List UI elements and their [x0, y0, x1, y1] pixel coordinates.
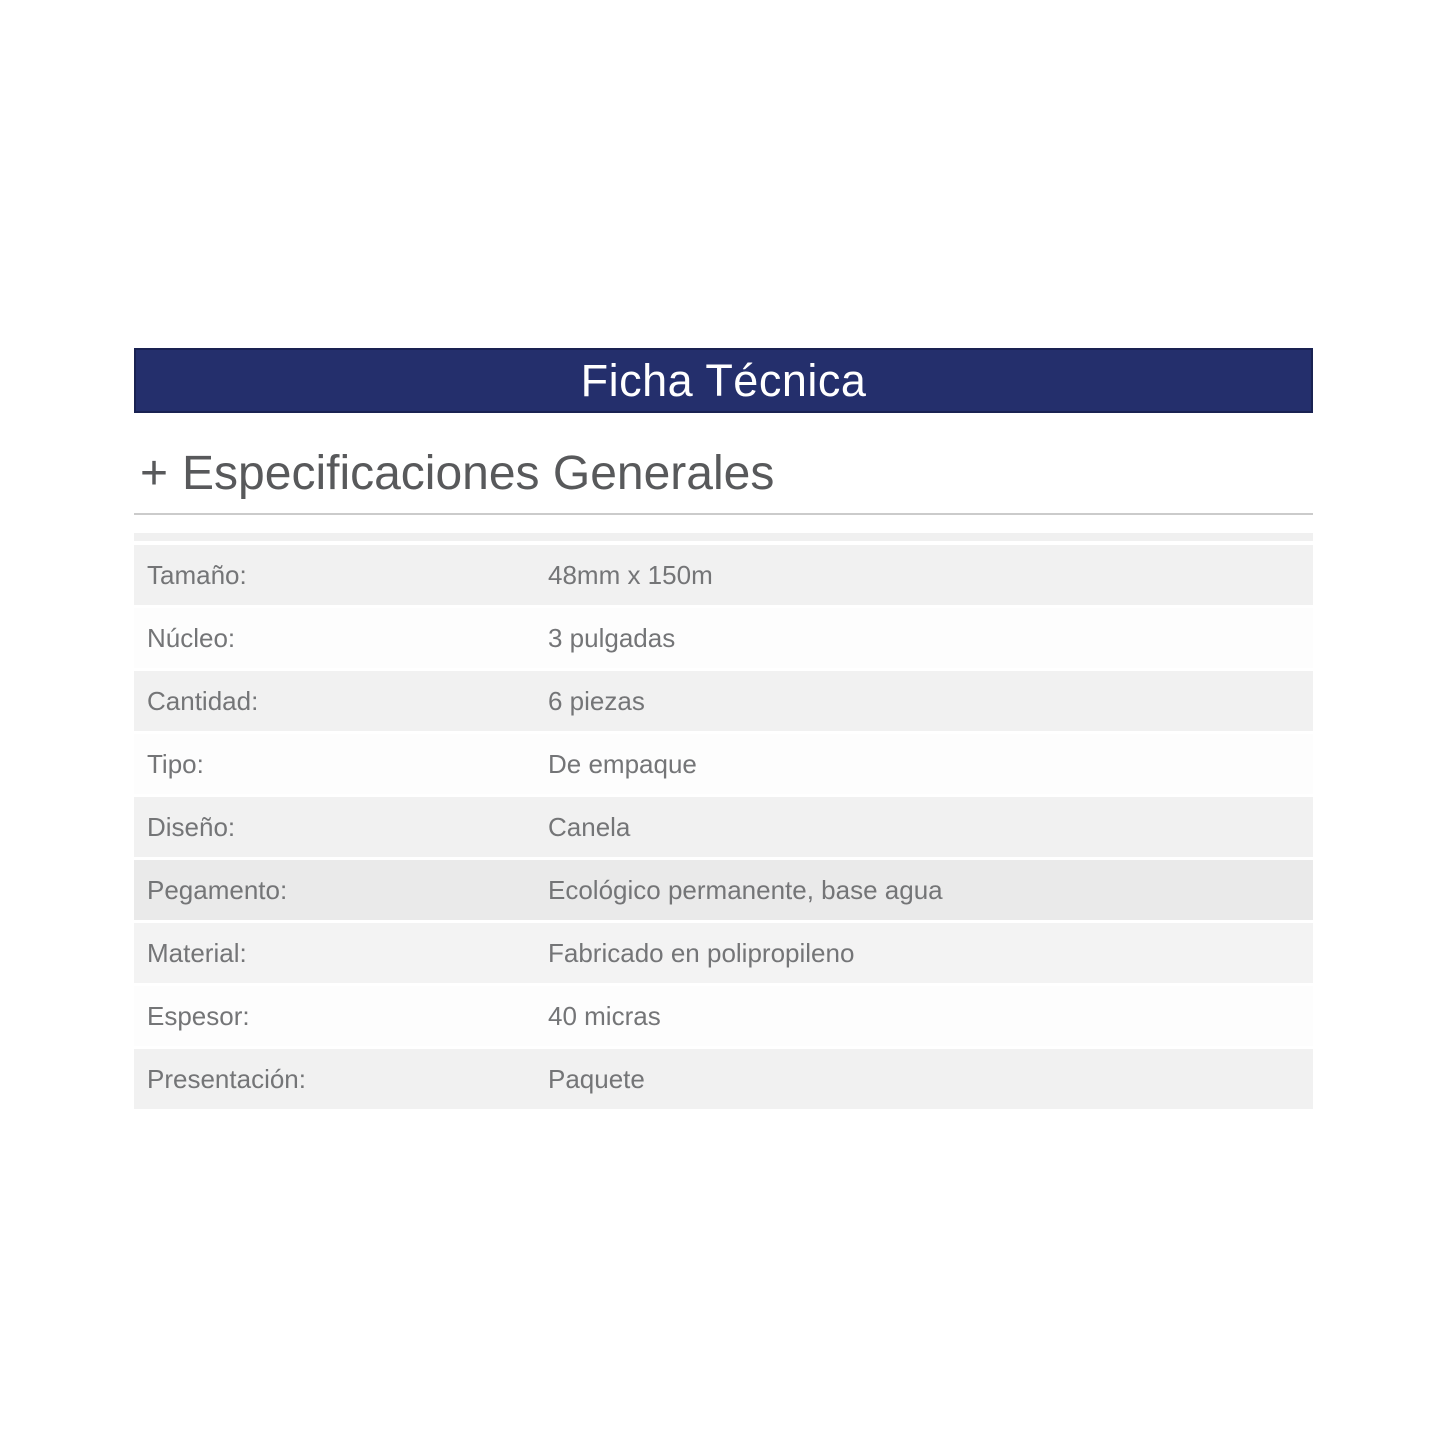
spec-label: Tipo: — [147, 748, 204, 779]
spec-value: 48mm x 150m — [548, 559, 713, 590]
spec-row-material: Material: Fabricado en polipropileno — [134, 923, 1313, 983]
spec-row-pegamento: Pegamento: Ecológico permanente, base ag… — [134, 860, 1313, 920]
spec-value: 6 piezas — [548, 685, 645, 716]
spec-value: De empaque — [548, 748, 697, 779]
section-heading-toggle[interactable]: + Especificaciones Generales — [140, 440, 774, 506]
table-top-strip — [134, 533, 1313, 541]
section-heading-label: Especificaciones Generales — [182, 446, 775, 500]
spec-label: Tamaño: — [147, 559, 247, 590]
spec-value: Paquete — [548, 1063, 645, 1094]
spec-value: Fabricado en polipropileno — [548, 937, 855, 968]
spec-table: Tamaño: 48mm x 150m Núcleo: 3 pulgadas C… — [134, 545, 1313, 1112]
spec-label: Pegamento: — [147, 874, 288, 905]
spec-label: Núcleo: — [147, 622, 236, 653]
spec-row-presentacion: Presentación: Paquete — [134, 1049, 1313, 1109]
title-bar: Ficha Técnica — [134, 348, 1313, 413]
spec-label: Cantidad: — [147, 685, 259, 716]
spec-row-cantidad: Cantidad: 6 piezas — [134, 671, 1313, 731]
spec-value: 40 micras — [548, 1000, 661, 1031]
spec-row-tamano: Tamaño: 48mm x 150m — [134, 545, 1313, 605]
spec-row-tipo: Tipo: De empaque — [134, 734, 1313, 794]
spec-value: 3 pulgadas — [548, 622, 676, 653]
spec-label: Espesor: — [147, 1000, 250, 1031]
spec-row-nucleo: Núcleo: 3 pulgadas — [134, 608, 1313, 668]
spec-value: Ecológico permanente, base agua — [548, 874, 943, 905]
spec-value: Canela — [548, 811, 631, 842]
spec-row-diseno: Diseño: Canela — [134, 797, 1313, 857]
spec-label: Presentación: — [147, 1063, 306, 1094]
title-bar-label: Ficha Técnica — [580, 354, 867, 406]
section-divider — [134, 513, 1313, 515]
spec-row-espesor: Espesor: 40 micras — [134, 986, 1313, 1046]
spec-label: Diseño: — [147, 811, 236, 842]
expand-icon[interactable]: + — [140, 446, 169, 500]
spec-label: Material: — [147, 937, 247, 968]
